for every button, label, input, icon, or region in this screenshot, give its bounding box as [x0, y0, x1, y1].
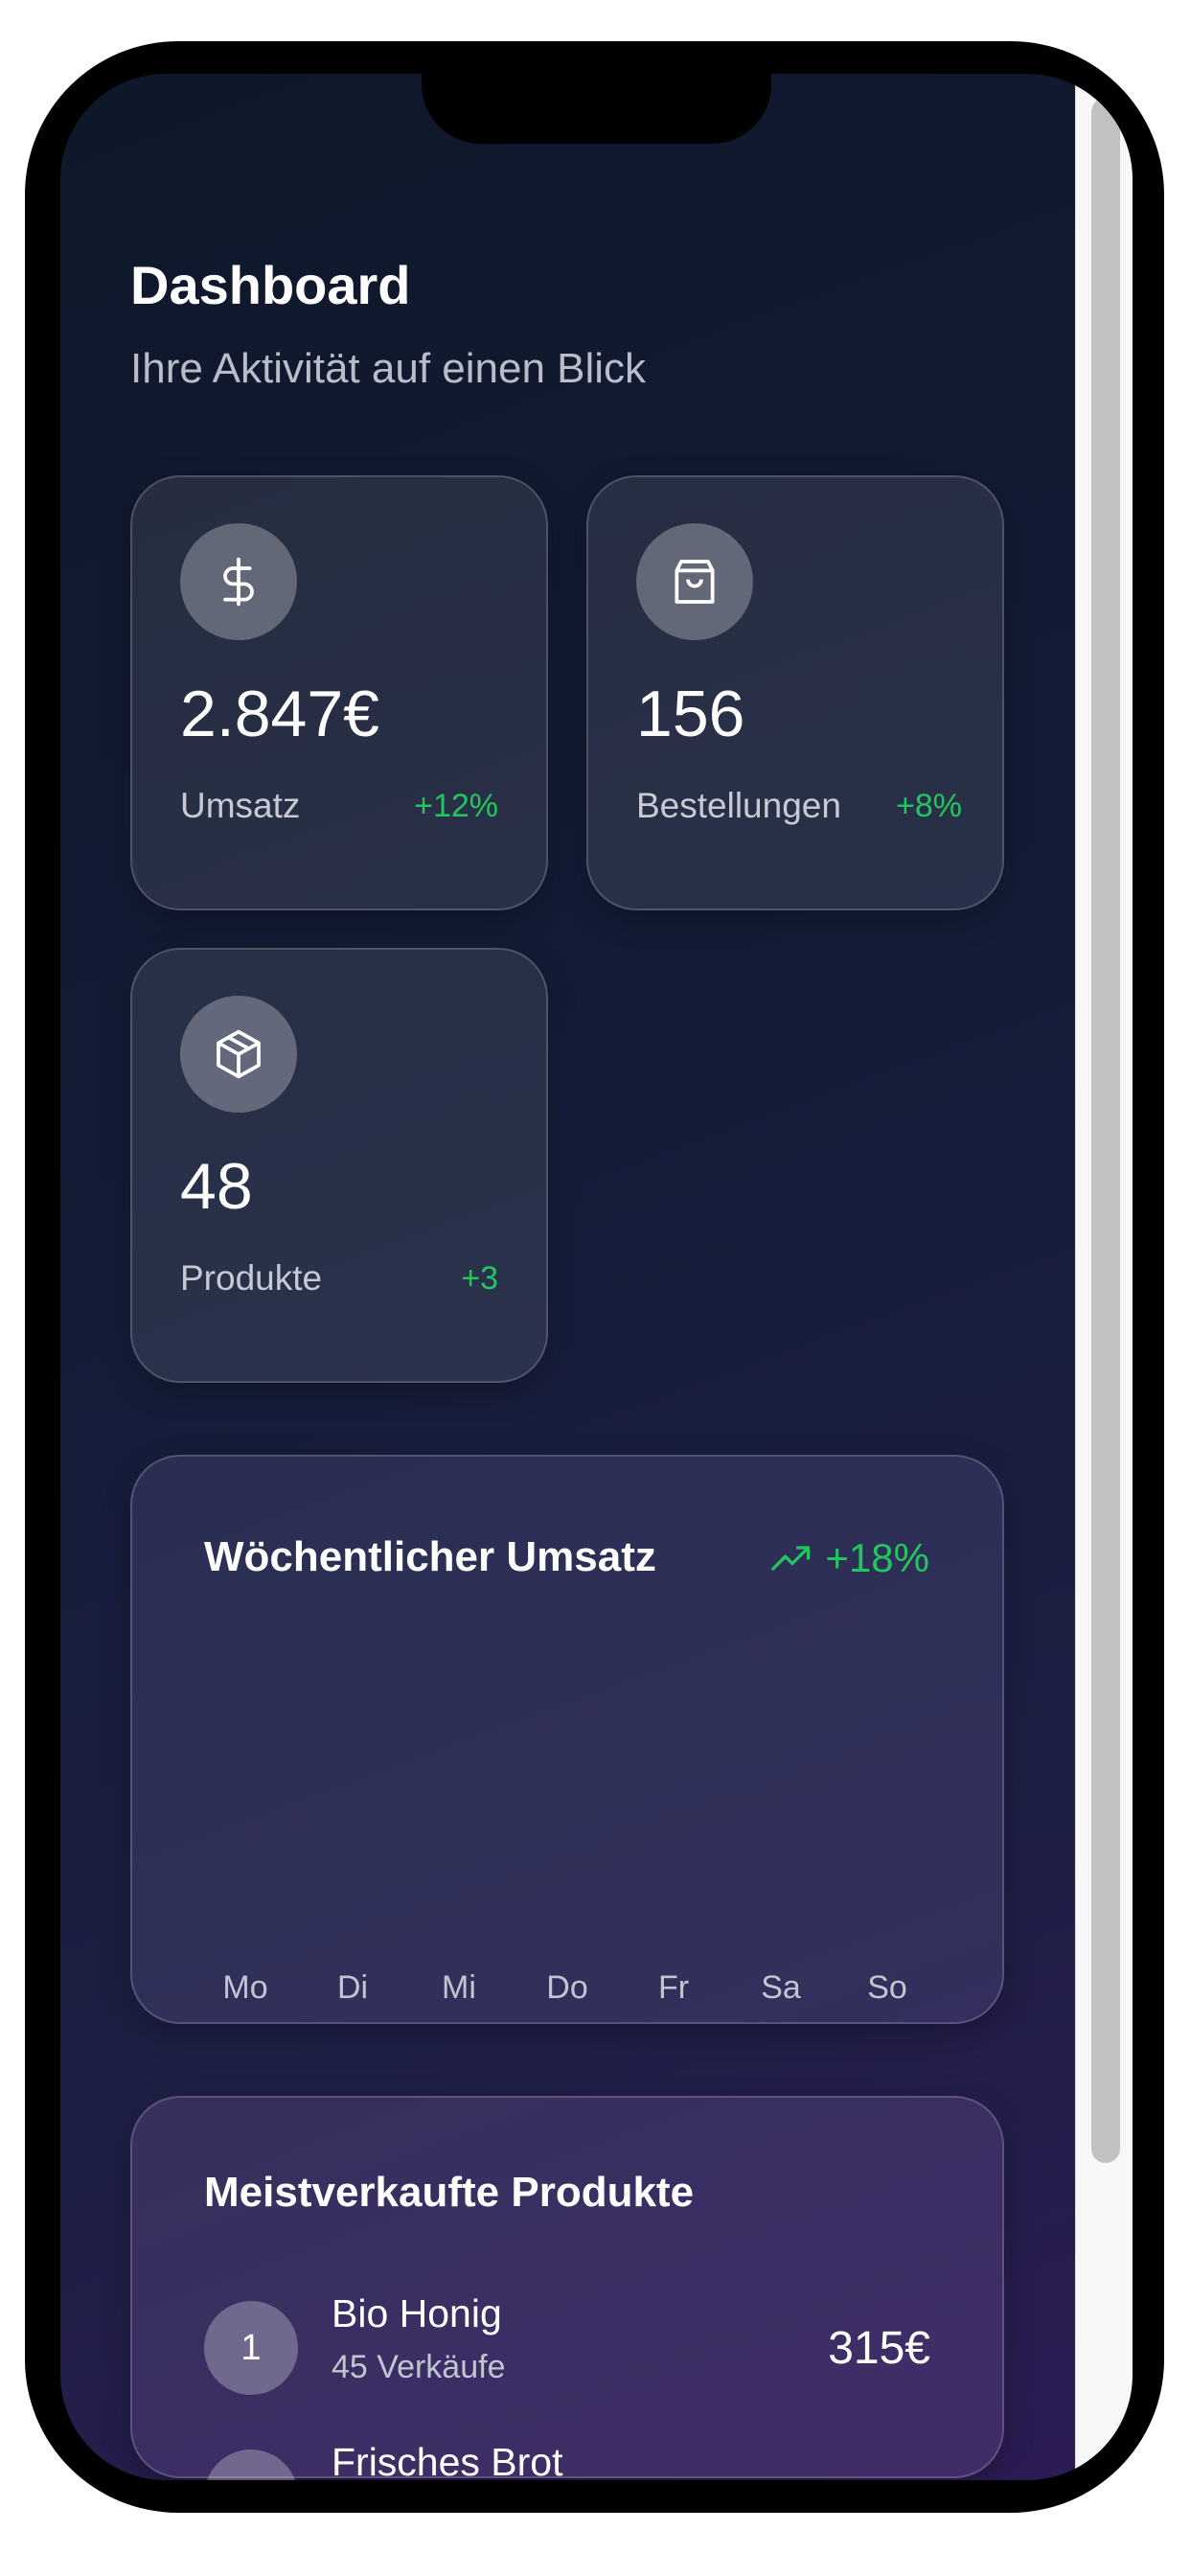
dollar-icon [180, 523, 297, 640]
day-label: Sa [761, 1969, 801, 2006]
stat-change: +8% [896, 788, 962, 824]
product-sales: 45 Verkäufe [332, 2349, 506, 2385]
stat-change: +12% [414, 788, 498, 824]
package-icon [180, 996, 297, 1113]
stat-card-products[interactable]: 48 Produkte +3 [130, 948, 548, 1383]
weekly-change: +18% [771, 1535, 929, 1581]
chart-title: Wöchentlicher Umsatz [204, 1533, 656, 1580]
page-title: Dashboard [130, 255, 411, 315]
stat-label: Produkte [180, 1258, 323, 1298]
day-label: Fr [657, 1969, 690, 2006]
rank-badge: 1 [204, 2301, 298, 2395]
stat-value: 156 [636, 678, 745, 750]
shopping-bag-icon [636, 523, 753, 640]
scrollbar-thumb[interactable] [1091, 98, 1120, 2163]
notch [422, 58, 771, 144]
rank-badge [204, 2450, 298, 2480]
product-row[interactable]: Frisches Brot [132, 2440, 1002, 2480]
scrollbar[interactable] [1075, 74, 1133, 2480]
weekly-revenue-card: Wöchentlicher Umsatz +18% [130, 1455, 1004, 2024]
product-name: Frisches Brot [332, 2440, 563, 2480]
trending-up-icon [771, 1546, 811, 1571]
stat-label: Umsatz [180, 786, 301, 825]
stat-value: 48 [180, 1150, 253, 1223]
screen: Dashboard Ihre Aktivität auf einen Blick… [60, 74, 1133, 2480]
top-products-title: Meistverkaufte Produkte [204, 2169, 695, 2216]
top-products-card: Meistverkaufte Produkte 1 Bio Honig 45 V… [130, 2096, 1004, 2480]
product-revenue: 315€ [828, 2323, 930, 2374]
stat-card-revenue[interactable]: 2.847€ Umsatz +12% [130, 475, 548, 910]
page-subtitle: Ihre Aktivität auf einen Blick [130, 345, 647, 392]
product-name: Bio Honig [332, 2291, 502, 2335]
weekly-change-value: +18% [825, 1535, 929, 1580]
day-label: Di [336, 1969, 369, 2006]
stat-value: 2.847€ [180, 678, 379, 750]
day-label: Do [546, 1969, 588, 2006]
stat-card-orders[interactable]: 156 Bestellungen +8% [586, 475, 1004, 910]
product-row[interactable]: 1 Bio Honig 45 Verkäufe 315€ [132, 2291, 1002, 2395]
day-label: So [867, 1969, 907, 2006]
day-label: Mo [222, 1969, 268, 2006]
day-label: Mi [442, 1969, 476, 2006]
stat-change: +3 [461, 1260, 498, 1297]
stat-label: Bestellungen [636, 786, 841, 825]
